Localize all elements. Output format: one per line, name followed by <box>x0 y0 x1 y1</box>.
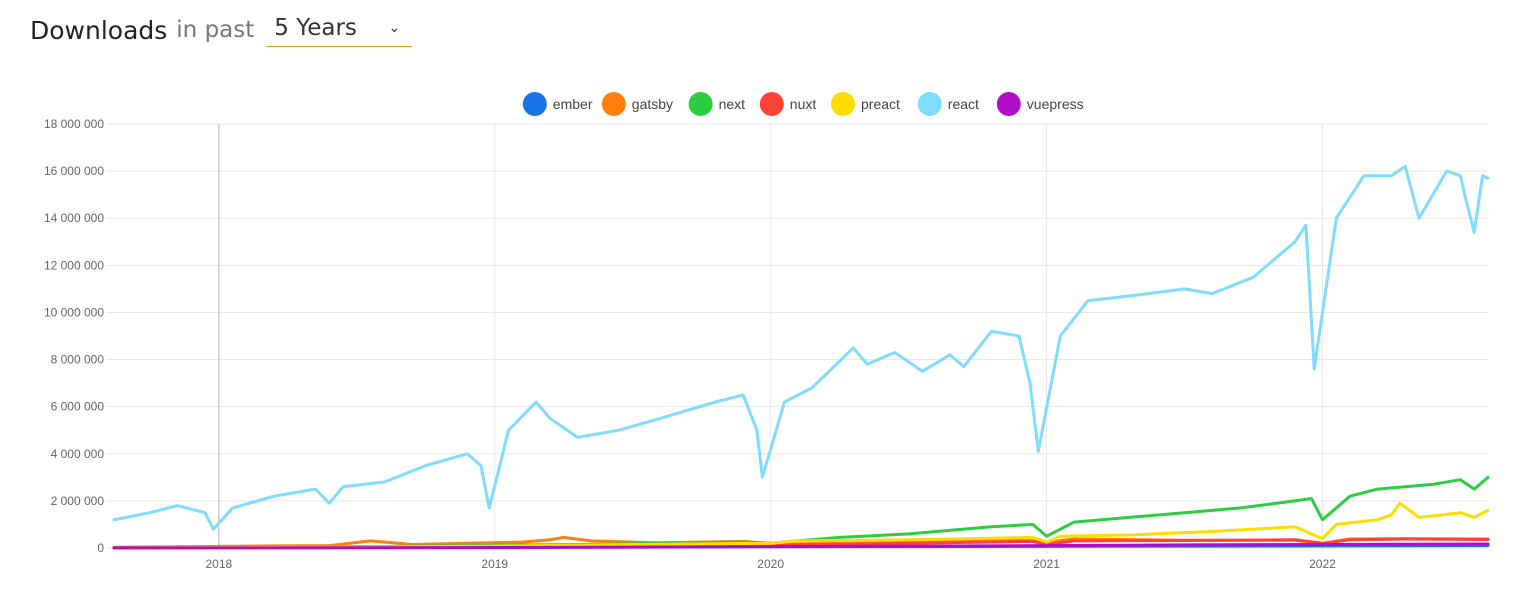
legend-label-next: next <box>719 96 746 112</box>
period-dropdown-value: 5 Years <box>274 15 357 41</box>
legend-swatch-preact <box>831 92 855 116</box>
x-tick-label: 2018 <box>205 557 232 571</box>
x-tick-label: 2020 <box>757 557 784 571</box>
chart-title-suffix: in past <box>176 17 255 43</box>
y-tick-label: 0 <box>97 541 104 555</box>
y-tick-label: 14 000 000 <box>44 211 104 225</box>
y-tick-label: 10 000 000 <box>44 305 104 319</box>
legend-swatch-gatsby <box>601 92 626 116</box>
y-tick-label: 8 000 000 <box>51 353 105 367</box>
series-line-react <box>112 164 1490 531</box>
legend-label-ember: ember <box>553 96 593 112</box>
legend-label-gatsby: gatsby <box>632 96 673 112</box>
y-tick-label: 16 000 000 <box>44 164 104 178</box>
x-tick-label: 2019 <box>481 557 508 571</box>
y-tick-label: 6 000 000 <box>51 400 105 414</box>
chart-title: Downloads <box>30 15 168 45</box>
chevron-down-icon: ⌄ <box>388 20 401 36</box>
legend-swatch-next <box>688 92 713 116</box>
legend-label-react: react <box>948 96 979 112</box>
legend-swatch-vuepress <box>996 92 1021 116</box>
y-tick-label: 18 000 000 <box>44 117 104 131</box>
series-line-preact <box>112 501 1490 550</box>
chart-header: Downloads in past 5 Years ⌄ <box>30 10 413 50</box>
series-line-vuepress <box>112 542 1490 550</box>
y-tick-label: 12 000 000 <box>44 258 104 272</box>
x-tick-label: 2022 <box>1309 557 1336 571</box>
y-tick-label: 4 000 000 <box>51 447 105 461</box>
legend-swatch-react <box>917 92 942 116</box>
legend-swatch-ember <box>522 92 547 116</box>
legend-label-vuepress: vuepress <box>1027 96 1084 112</box>
series-line-next <box>112 475 1490 550</box>
legend-label-preact: preact <box>861 96 900 112</box>
legend-label-nuxt: nuxt <box>790 96 817 112</box>
legend-swatch-nuxt <box>759 92 784 116</box>
x-tick-label: 2021 <box>1033 557 1060 571</box>
period-dropdown[interactable]: 5 Years ⌄ <box>266 13 413 47</box>
y-tick-label: 2 000 000 <box>51 494 105 508</box>
